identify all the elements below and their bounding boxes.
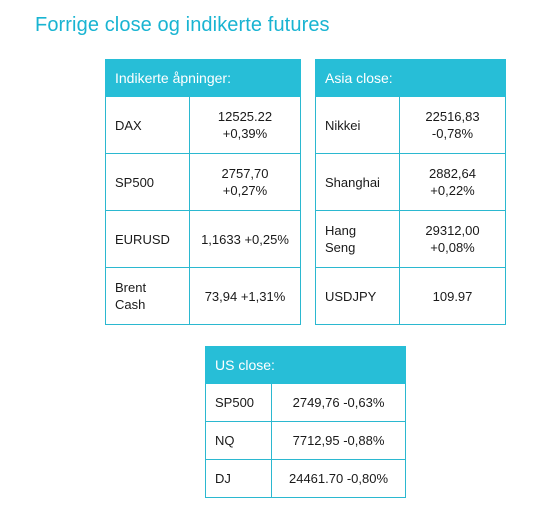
instrument-name: DAX xyxy=(105,96,190,154)
asia-close-table: Asia close: Nikkei 22516,83 -0,78% Shang… xyxy=(314,59,507,325)
instrument-value: 2757,70 +0,27% xyxy=(189,153,301,211)
instrument-name: Nikkei xyxy=(315,96,400,154)
indicated-openings-table: Indikerte åpninger: DAX 12525.22 +0,39% … xyxy=(105,59,301,325)
instrument-name: Hang Seng xyxy=(315,210,400,268)
value-price: 109.97 xyxy=(432,288,473,304)
instrument-value: 73,94 +1,31% xyxy=(189,267,301,325)
table-row: Hang Seng 29312,00 +0,08% xyxy=(315,210,507,268)
instrument-value: 29312,00 +0,08% xyxy=(398,210,507,268)
instrument-name: SP500 xyxy=(105,153,190,211)
instrument-value: 2749,76 -0,63% xyxy=(270,383,407,422)
instrument-value: 2882,64 +0,22% xyxy=(398,153,507,211)
value-change: -0,78% xyxy=(431,126,474,141)
value-price: 12525.22 xyxy=(217,109,273,124)
asia-close-header: Asia close: xyxy=(314,59,507,97)
value-price: 22516,83 xyxy=(425,109,480,124)
instrument-name: Brent Cash xyxy=(105,267,190,325)
value-price: 1,1633 +0,25% xyxy=(201,231,289,247)
instrument-name: EURUSD xyxy=(105,210,190,268)
instrument-value: 22516,83 -0,78% xyxy=(398,96,507,154)
value-change: +0,27% xyxy=(222,183,268,198)
table-row: Nikkei 22516,83 -0,78% xyxy=(315,96,507,154)
instrument-value: 24461.70 -0,80% xyxy=(270,459,407,498)
indicated-openings-header: Indikerte åpninger: xyxy=(105,59,301,97)
instrument-value: 1,1633 +0,25% xyxy=(189,210,301,268)
table-row: SP500 2749,76 -0,63% xyxy=(205,383,407,422)
value-change: +0,08% xyxy=(430,240,475,255)
value-price: 2882,64 xyxy=(429,166,476,181)
instrument-value: 109.97 xyxy=(398,267,507,325)
value-price: 29312,00 xyxy=(425,223,480,238)
instrument-name: DJ xyxy=(205,459,272,498)
table-row: EURUSD 1,1633 +0,25% xyxy=(105,210,301,268)
page-title: Forrige close og indikerte futures xyxy=(35,14,330,36)
table-row: USDJPY 109.97 xyxy=(315,267,507,325)
table-row: NQ 7712,95 -0,88% xyxy=(205,421,407,460)
value-price: 2757,70 xyxy=(221,166,269,181)
value-price: 73,94 +1,31% xyxy=(204,288,286,304)
value-change: +0,22% xyxy=(430,183,475,198)
table-row: DAX 12525.22 +0,39% xyxy=(105,96,301,154)
instrument-name: USDJPY xyxy=(315,267,400,325)
table-row: SP500 2757,70 +0,27% xyxy=(105,153,301,211)
us-close-table: US close: SP500 2749,76 -0,63% NQ 7712,9… xyxy=(204,346,407,498)
instrument-name: Shanghai xyxy=(315,153,400,211)
value-change: +0,39% xyxy=(222,126,268,141)
instrument-value: 7712,95 -0,88% xyxy=(270,421,407,460)
table-row: Brent Cash 73,94 +1,31% xyxy=(105,267,301,325)
instrument-name: SP500 xyxy=(205,383,272,422)
table-row: Shanghai 2882,64 +0,22% xyxy=(315,153,507,211)
table-row: DJ 24461.70 -0,80% xyxy=(205,459,407,498)
us-close-header: US close: xyxy=(204,346,407,384)
instrument-name: NQ xyxy=(205,421,272,460)
instrument-value: 12525.22 +0,39% xyxy=(189,96,301,154)
